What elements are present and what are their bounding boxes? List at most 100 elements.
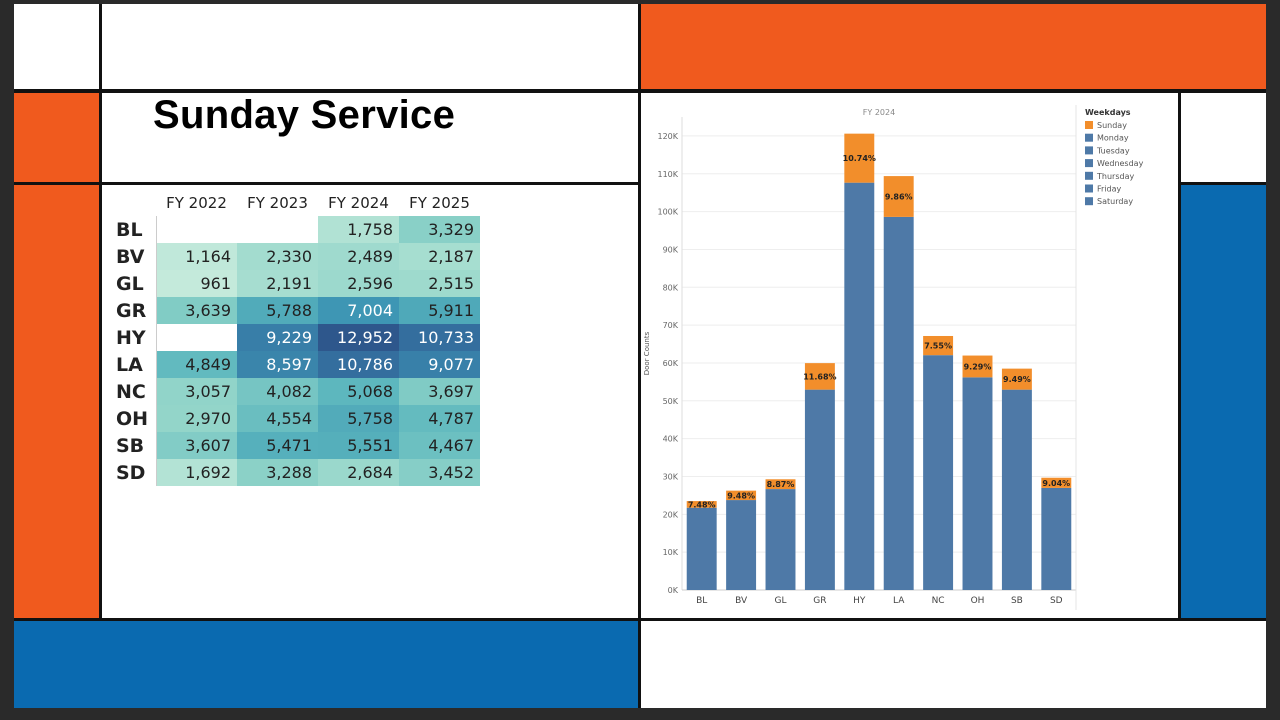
x-tick-label: NC xyxy=(932,596,945,606)
table-row: SB 3,607 5,471 5,551 4,467 xyxy=(108,432,480,459)
table-row: GR 3,639 5,788 7,004 5,911 xyxy=(108,297,480,324)
row-label: BV xyxy=(108,243,157,270)
table-cell: 2,330 xyxy=(237,243,318,270)
legend-label: Monday xyxy=(1097,134,1129,143)
table-cell: 1,692 xyxy=(156,459,237,486)
orange-block-left-tall xyxy=(14,185,99,618)
table-cell: 4,467 xyxy=(399,432,480,459)
table-row: GL 961 2,191 2,596 2,515 xyxy=(108,270,480,297)
table-cell: 7,004 xyxy=(318,297,399,324)
table-cell: 4,082 xyxy=(237,378,318,405)
row-label: SD xyxy=(108,459,157,486)
column-header: FY 2025 xyxy=(409,193,470,212)
x-tick-label: LA xyxy=(893,596,905,606)
table-cell: 2,596 xyxy=(318,270,399,297)
legend-label: Tuesday xyxy=(1096,146,1130,155)
bar-weekday xyxy=(883,216,914,591)
y-tick-label: 90K xyxy=(663,245,679,254)
y-tick-label: 100K xyxy=(657,208,678,217)
chart-panel: FY 2024 0K 10K 20K 30K 40K 50K 60K 70K 80K 90K 100K… xyxy=(641,93,1178,618)
column-header: FY 2024 xyxy=(328,193,389,212)
bar-weekday xyxy=(1001,389,1032,590)
bar-label: 9.04% xyxy=(1042,479,1070,488)
bar-label: 7.48% xyxy=(688,500,716,509)
table-cell: 5,551 xyxy=(318,432,399,459)
table-cell: 8,597 xyxy=(237,351,318,378)
y-tick-label: 60K xyxy=(663,359,679,368)
y-tick-label: 40K xyxy=(663,435,679,444)
bar-label: 11.68% xyxy=(803,372,836,381)
bar-sunday xyxy=(883,176,914,217)
legend-swatch xyxy=(1085,184,1093,193)
table-cell: 2,515 xyxy=(399,270,480,297)
table-cell xyxy=(237,216,318,243)
legend-swatch xyxy=(1085,159,1093,168)
bar-sunday xyxy=(962,355,993,378)
bar-weekday xyxy=(686,507,717,590)
row-label: GR xyxy=(108,297,157,324)
y-tick-label: 110K xyxy=(657,170,678,179)
bar-weekday xyxy=(726,500,757,590)
row-label: HY xyxy=(108,324,157,351)
table-cell: 2,187 xyxy=(399,243,480,270)
table-corner xyxy=(108,189,156,216)
orange-block-left-small xyxy=(14,93,99,182)
y-tick-label: 70K xyxy=(663,321,679,330)
y-tick-label: 80K xyxy=(663,283,679,292)
legend-title: Weekdays xyxy=(1085,108,1131,117)
table-cell: 2,191 xyxy=(237,270,318,297)
bar-label: 9.48% xyxy=(727,491,755,500)
table-cell: 9,229 xyxy=(237,324,318,351)
table-row: HY 9,229 12,952 10,733 xyxy=(108,324,480,351)
legend-swatch xyxy=(1085,133,1093,142)
stacked-bar-chart: FY 2024 0K 10K 20K 30K 40K 50K 60K 70K 80K 90K 100K… xyxy=(643,105,1144,610)
table-row: SD 1,692 3,288 2,684 3,452 xyxy=(108,459,480,486)
x-tick-label: GR xyxy=(813,596,826,606)
x-tick-label: SB xyxy=(1011,596,1023,606)
table-cell: 5,068 xyxy=(318,378,399,405)
white-block-top-mid xyxy=(102,4,638,89)
white-block-top-left xyxy=(14,4,99,89)
row-label: LA xyxy=(108,351,157,378)
y-tick-label: 30K xyxy=(663,472,679,481)
orange-block-top-right xyxy=(641,4,1266,89)
table-row: LA 4,849 8,597 10,786 9,077 xyxy=(108,351,480,378)
bar-sunday xyxy=(1001,368,1032,390)
bar-label: 9.49% xyxy=(1003,375,1031,384)
x-tick-label: GL xyxy=(775,596,787,606)
table-row: NC 3,057 4,082 5,068 3,697 xyxy=(108,378,480,405)
column-header: FY 2023 xyxy=(247,193,308,212)
table-cell: 10,733 xyxy=(399,324,480,351)
white-block-right-small xyxy=(1181,93,1266,182)
bar-sunday xyxy=(844,133,875,183)
bar-weekday xyxy=(844,182,875,590)
bar-sunday xyxy=(804,363,835,390)
bar-label: 9.29% xyxy=(964,362,992,371)
bar-sunday xyxy=(923,335,954,356)
legend-label: Thursday xyxy=(1096,172,1134,181)
column-header: FY 2022 xyxy=(166,193,227,212)
table-cell: 10,786 xyxy=(318,351,399,378)
chart-title: FY 2024 xyxy=(863,108,895,117)
table-cell xyxy=(156,324,237,351)
legend-swatch xyxy=(1085,146,1093,155)
bar-weekday xyxy=(962,377,993,590)
bar-weekday xyxy=(765,489,796,590)
legend-label: Friday xyxy=(1097,185,1122,194)
legend-label: Sunday xyxy=(1097,121,1127,130)
table-cell: 3,329 xyxy=(399,216,480,243)
bar-label: 10.74% xyxy=(843,154,876,163)
bar-weekday xyxy=(1041,487,1072,590)
table-cell: 4,554 xyxy=(237,405,318,432)
table-row: BL 1,758 3,329 xyxy=(108,216,480,243)
y-tick-label: 10K xyxy=(663,548,679,557)
bar-sunday xyxy=(1041,477,1072,488)
title-block xyxy=(102,93,638,182)
legend-label: Saturday xyxy=(1097,197,1133,206)
row-label: BL xyxy=(108,216,157,243)
table-cell: 3,452 xyxy=(399,459,480,486)
table-cell: 3,288 xyxy=(237,459,318,486)
table-cell: 3,697 xyxy=(399,378,480,405)
x-tick-label: SD xyxy=(1050,596,1063,606)
table-cell xyxy=(156,216,237,243)
